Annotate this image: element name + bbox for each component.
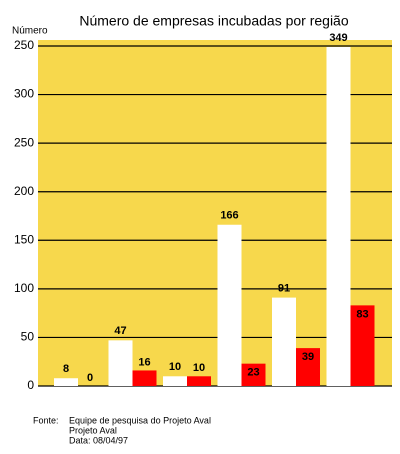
bar <box>132 370 157 386</box>
value-label: 83 <box>356 308 368 320</box>
source-line: Projeto Aval <box>69 425 117 435</box>
bar <box>350 305 375 386</box>
value-label: 0 <box>87 372 93 384</box>
value-label: 10 <box>169 361 181 373</box>
y-tick-label: 50 <box>21 330 35 344</box>
bar <box>296 348 320 386</box>
source-line: Data: 08/04/97 <box>69 435 128 445</box>
bar <box>241 363 266 386</box>
value-label: 39 <box>302 351 314 363</box>
value-label: 16 <box>138 356 150 368</box>
value-label: 23 <box>247 367 259 379</box>
bar <box>217 224 242 386</box>
bar <box>163 376 187 386</box>
y-axis-label: Número <box>12 26 48 37</box>
bar <box>272 297 296 386</box>
value-label: 10 <box>193 362 205 374</box>
value-label: 47 <box>114 325 126 337</box>
y-tick-label: 200 <box>14 184 34 198</box>
value-label: 349 <box>329 32 347 44</box>
source-line: Equipe de pesquisa do Projeto Aval <box>69 415 211 425</box>
y-tick-label: 100 <box>14 281 34 295</box>
value-label: 8 <box>63 363 69 375</box>
y-tick-label: 300 <box>14 87 34 101</box>
y-tick-label: 250 <box>14 38 34 52</box>
value-label: 166 <box>220 210 238 222</box>
source-label: Fonte: <box>33 415 59 425</box>
bar <box>54 378 78 386</box>
bar <box>187 376 211 386</box>
bar <box>326 46 351 386</box>
y-tick-label: 250 <box>14 135 34 149</box>
value-label: 91 <box>278 283 290 295</box>
y-tick-label: 0 <box>27 378 34 392</box>
chart-title: Número de empresas incubadas por região <box>79 13 348 29</box>
y-tick-label: 150 <box>14 232 34 246</box>
bar <box>108 340 133 386</box>
